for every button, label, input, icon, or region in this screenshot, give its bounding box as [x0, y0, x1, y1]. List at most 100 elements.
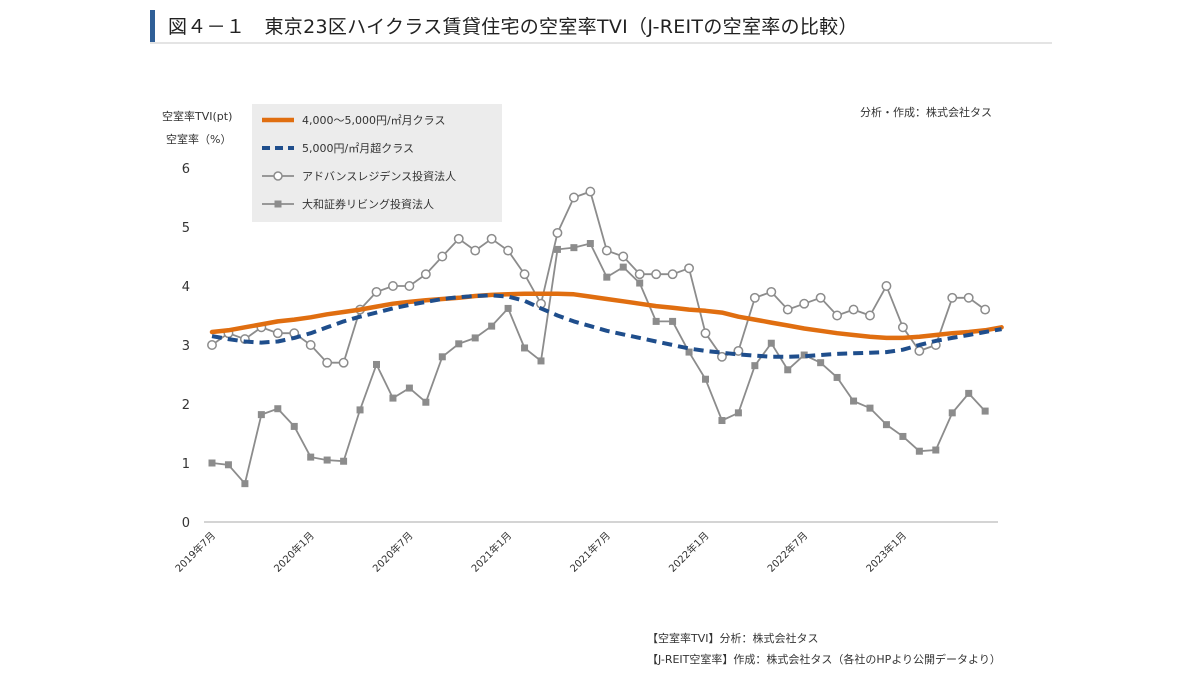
x-tick-label: 2021年1月	[468, 529, 514, 575]
data-point-circle	[568, 192, 579, 203]
data-point-circle	[815, 292, 826, 303]
y-axis-label-tvi: 空室率TVI(pt)	[162, 109, 232, 123]
series-line	[209, 291, 1004, 341]
data-point-circle	[404, 281, 415, 291]
series-3	[207, 186, 991, 368]
x-tick-label: 2019年7月	[172, 529, 218, 575]
legend-label: 4,000～5,000円/㎡月クラス	[302, 114, 445, 127]
data-point-circle	[947, 292, 958, 303]
data-point-square	[833, 373, 841, 381]
data-point-square	[767, 339, 775, 347]
y-tick-label: 1	[182, 457, 190, 472]
data-point-square	[537, 357, 545, 365]
data-point-square	[422, 398, 430, 406]
chart-title: 図４－１ 東京23区ハイクラス賃貸住宅の空室率TVI（J-REITの空室率の比較…	[168, 16, 858, 38]
data-point-circle	[453, 233, 464, 244]
data-point-square	[800, 351, 808, 359]
title-bar: 図４－１ 東京23区ハイクラス賃貸住宅の空室率TVI（J-REITの空室率の比較…	[150, 8, 1052, 44]
data-point-circle	[388, 281, 398, 291]
y-tick-label: 4	[182, 280, 190, 295]
footnote-tvi: 【空室率TVI】分析：株式会社タス	[647, 632, 819, 645]
data-point-square	[307, 453, 315, 461]
legend-item: 大和証券リビング投資法人	[262, 197, 434, 211]
data-point-circle	[667, 269, 678, 280]
data-point-circle	[420, 269, 431, 280]
data-point-circle	[832, 310, 843, 321]
data-point-circle	[782, 304, 793, 315]
data-point-circle	[305, 340, 316, 350]
legend-label: アドバンスレジデンス投資法人	[302, 169, 456, 183]
y-tick-label: 3	[182, 339, 190, 354]
data-point-circle	[371, 286, 382, 297]
legend-item: 4,000～5,000円/㎡月クラス	[262, 114, 445, 127]
data-point-square	[504, 304, 512, 312]
data-point-square	[603, 273, 611, 281]
data-point-circle	[897, 322, 908, 333]
data-point-square	[488, 322, 496, 330]
series-line	[211, 293, 1002, 359]
y-tick-label: 5	[182, 221, 190, 236]
data-point-circle	[634, 269, 645, 280]
legend: 4,000～5,000円/㎡月クラス 5,000円/㎡月超クラスアドバンスレジデン…	[252, 104, 502, 222]
data-point-circle	[848, 304, 859, 315]
data-point-square	[405, 384, 413, 392]
data-point-circle	[207, 340, 217, 350]
data-point-square	[882, 421, 890, 429]
legend-background	[252, 104, 502, 222]
x-tick-label: 2023年1月	[863, 529, 909, 575]
data-point-circle	[963, 292, 974, 303]
data-point-circle	[766, 286, 777, 297]
series-4	[208, 240, 989, 488]
data-point-square	[340, 457, 348, 465]
legend-label: 5,000円/㎡月超クラス	[302, 141, 414, 155]
data-point-circle	[470, 245, 481, 256]
data-point-square	[471, 334, 479, 342]
x-tick-label: 2021年7月	[567, 529, 613, 575]
data-point-square	[718, 417, 726, 425]
data-point-square	[373, 360, 380, 368]
data-point-square	[586, 240, 594, 248]
x-tick-label: 2020年7月	[370, 529, 416, 575]
data-point-circle	[338, 357, 349, 368]
data-point-square	[685, 348, 693, 356]
data-point-circle	[651, 269, 662, 280]
data-point-circle	[749, 292, 760, 303]
data-point-circle	[519, 269, 530, 280]
data-point-circle	[700, 328, 711, 339]
legend-item: アドバンスレジデンス投資法人	[262, 169, 456, 183]
data-point-square	[438, 353, 446, 361]
data-point-square	[899, 432, 907, 440]
data-point-circle	[437, 251, 448, 262]
legend-marker-square	[274, 200, 282, 208]
data-point-circle	[322, 357, 333, 368]
data-point-square	[323, 456, 331, 464]
data-point-square	[619, 263, 627, 271]
data-point-circle	[914, 345, 925, 356]
data-point-square	[455, 340, 463, 348]
y-tick-label: 0	[182, 516, 190, 531]
data-point-circle	[684, 263, 694, 274]
data-point-square	[274, 405, 282, 413]
data-point-square	[208, 459, 216, 467]
data-point-square	[241, 480, 249, 488]
data-point-circle	[272, 328, 283, 339]
y-tick-label: 2	[182, 398, 190, 413]
data-point-square	[521, 344, 529, 352]
y-axis-label-percent: 空室率（%）	[166, 132, 231, 146]
legend-label: 大和証券リビング投資法人	[302, 197, 434, 211]
data-point-square	[784, 366, 792, 374]
data-point-square	[224, 461, 232, 469]
data-point-square	[553, 245, 561, 253]
data-point-circle	[585, 186, 596, 197]
axes: 0 1 2 3 4 5 6 2019年7月 2020年1月 2020年7月 2021年1月 2021年…	[172, 162, 998, 575]
series-2	[211, 293, 1002, 359]
data-point-square	[734, 409, 742, 417]
data-point-circle	[486, 233, 497, 244]
data-point-circle	[552, 227, 563, 238]
data-point-circle	[717, 351, 727, 362]
footnote-jreit: 【J-REIT空室率】作成：株式会社タス（各社のHPより公開データより）	[647, 653, 1001, 666]
legend-marker-circle	[273, 171, 283, 181]
data-point-circle	[980, 304, 991, 315]
data-point-square	[652, 317, 660, 325]
